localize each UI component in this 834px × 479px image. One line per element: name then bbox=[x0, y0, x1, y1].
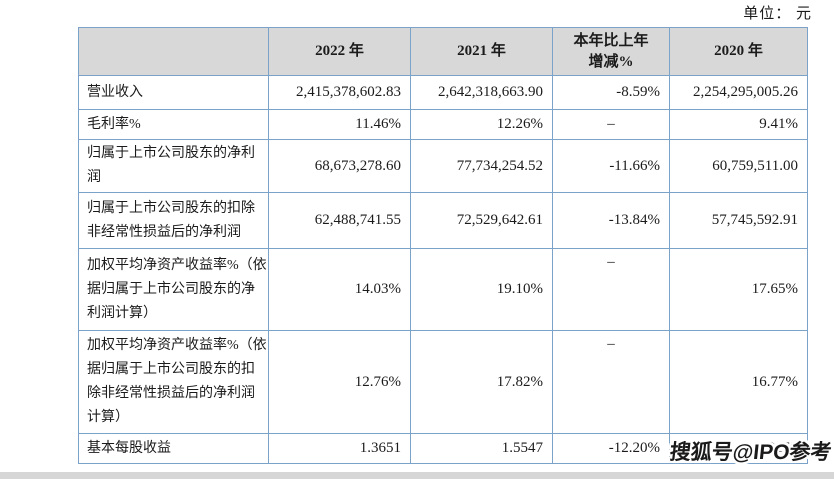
cell-2020: 16.77% bbox=[669, 330, 808, 434]
cell-2020: 2,254,295,005.26 bbox=[669, 75, 808, 110]
cell-label: 归属于上市公司股东的净利润 bbox=[78, 139, 269, 193]
cell-2020: 57,745,592.91 bbox=[669, 192, 808, 249]
cell-2022: 62,488,741.55 bbox=[268, 192, 411, 249]
cell-2021: 17.82% bbox=[410, 330, 553, 434]
cell-change: – bbox=[552, 248, 670, 331]
cell-label: 加权平均净资产收益率%（依据归属于上市公司股东的净利润计算） bbox=[78, 248, 269, 331]
header-year-2022: 2022 年 bbox=[268, 27, 411, 76]
table-row-weighted-roe-excl-nonrecurring: 加权平均净资产收益率%（依据归属于上市公司股东的扣除非经常性损益后的净利润计算）… bbox=[78, 330, 808, 434]
cell-2021: 77,734,254.52 bbox=[410, 139, 553, 193]
cell-2021: 12.26% bbox=[410, 109, 553, 140]
table-row-gross-margin: 毛利率% 11.46% 12.26% – 9.41% bbox=[78, 109, 808, 140]
unit-label: 单位： 元 bbox=[743, 6, 812, 22]
cell-2020: 17.65% bbox=[669, 248, 808, 331]
table-row-revenue: 营业收入 2,415,378,602.83 2,642,318,663.90 -… bbox=[78, 75, 808, 110]
cell-change: – bbox=[552, 109, 670, 140]
cell-2022: 11.46% bbox=[268, 109, 411, 140]
cell-2021: 1.5547 bbox=[410, 433, 553, 464]
cell-2021: 72,529,642.61 bbox=[410, 192, 553, 249]
header-year-2020: 2020 年 bbox=[669, 27, 808, 76]
cell-2022: 1.3651 bbox=[268, 433, 411, 464]
header-yoy-change: 本年比上年 增减% bbox=[552, 27, 670, 76]
table-row-net-profit: 归属于上市公司股东的净利润 68,673,278.60 77,734,254.5… bbox=[78, 139, 808, 193]
cell-change: -13.84% bbox=[552, 192, 670, 249]
header-row: 2022 年 2021 年 本年比上年 增减% 2020 年 bbox=[78, 27, 808, 76]
cell-2020: 1.2152 bbox=[669, 433, 808, 464]
cell-2022: 12.76% bbox=[268, 330, 411, 434]
cell-label: 归属于上市公司股东的扣除非经常性损益后的净利润 bbox=[78, 192, 269, 249]
cell-label: 加权平均净资产收益率%（依据归属于上市公司股东的扣除非经常性损益后的净利润计算） bbox=[78, 330, 269, 434]
header-metric bbox=[78, 27, 269, 76]
table-row-weighted-roe: 加权平均净资产收益率%（依据归属于上市公司股东的净利润计算） 14.03% 19… bbox=[78, 248, 808, 331]
sohu-ipo-watermark: 搜狐号@IPO参考 bbox=[668, 441, 834, 464]
cell-2020: 60,759,511.00 bbox=[669, 139, 808, 193]
header-yoy-change-line1: 本年比上年 bbox=[573, 32, 649, 49]
financial-summary-table: 2022 年 2021 年 本年比上年 增减% 2020 年 营业收入 2,41… bbox=[78, 27, 808, 464]
cell-label: 基本每股收益 bbox=[78, 433, 269, 464]
header-yoy-change-line2: 增减% bbox=[588, 53, 634, 70]
cell-change: -11.66% bbox=[552, 139, 670, 193]
cell-change: -8.59% bbox=[552, 75, 670, 110]
cell-2021: 2,642,318,663.90 bbox=[410, 75, 553, 110]
table-row-basic-eps: 基本每股收益 1.3651 1.5547 -12.20% 1.2152 bbox=[78, 433, 808, 464]
cell-2022: 68,673,278.60 bbox=[268, 139, 411, 193]
header-year-2021: 2021 年 bbox=[410, 27, 553, 76]
bottom-edge-bar bbox=[0, 472, 834, 479]
cell-2022: 2,415,378,602.83 bbox=[268, 75, 411, 110]
cell-2021: 19.10% bbox=[410, 248, 553, 331]
cell-change: – bbox=[552, 330, 670, 434]
cell-2020: 9.41% bbox=[669, 109, 808, 140]
cell-change: -12.20% bbox=[552, 433, 670, 464]
cell-2022: 14.03% bbox=[268, 248, 411, 331]
table-row-net-profit-excl-nonrecurring: 归属于上市公司股东的扣除非经常性损益后的净利润 62,488,741.55 72… bbox=[78, 192, 808, 249]
cell-label: 营业收入 bbox=[78, 75, 269, 110]
cell-label: 毛利率% bbox=[78, 109, 269, 140]
